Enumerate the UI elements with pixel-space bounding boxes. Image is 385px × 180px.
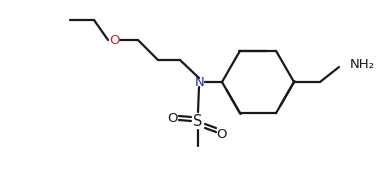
- Text: O: O: [109, 33, 119, 46]
- Text: NH₂: NH₂: [350, 57, 375, 71]
- Text: S: S: [193, 114, 203, 129]
- Text: O: O: [217, 127, 227, 141]
- Text: N: N: [195, 75, 205, 89]
- Text: O: O: [167, 111, 177, 125]
